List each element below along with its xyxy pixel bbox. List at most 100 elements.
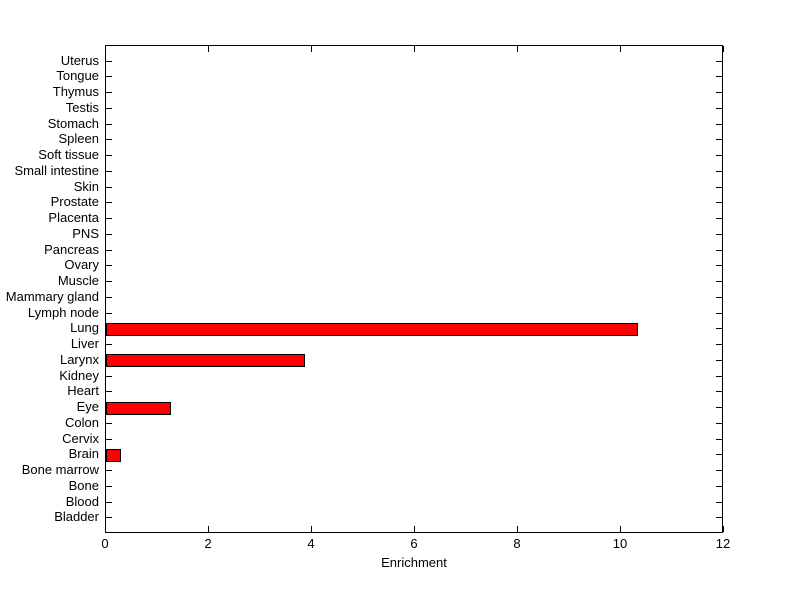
y-tick-label-brain: Brain [68, 446, 99, 462]
y-tick-right [716, 265, 722, 267]
y-tick-label-skin: Skin [73, 178, 99, 194]
x-tick-top [517, 46, 518, 52]
y-tick-left [106, 249, 112, 251]
y-tick-right [716, 375, 722, 377]
y-tick-label-placenta: Placenta [48, 210, 99, 226]
y-tick-label-prostate: Prostate [50, 194, 99, 210]
y-tick-right [716, 296, 722, 298]
y-tick-left [106, 296, 112, 298]
y-tick-left [106, 265, 112, 267]
y-tick-label-blood: Blood [65, 493, 99, 509]
y-tick-right [716, 155, 722, 157]
y-tick-right [716, 517, 722, 519]
y-tick-left [106, 233, 112, 235]
y-tick-label-bladder: Bladder [54, 509, 99, 525]
y-tick-label-heart: Heart [67, 383, 99, 399]
y-tick-label-small-intestine: Small intestine [14, 162, 99, 178]
x-tick-top [208, 46, 209, 52]
y-tick-left [106, 485, 112, 487]
bar-lung [106, 323, 638, 336]
y-tick-left [106, 470, 112, 472]
y-tick-left [106, 218, 112, 220]
y-tick-label-larynx: Larynx [59, 351, 99, 367]
bar-eye [106, 402, 171, 415]
x-tick-label-12: 12 [715, 536, 731, 551]
x-tick-label-6: 6 [410, 536, 418, 551]
y-tick-left [106, 170, 112, 172]
y-tick-label-ovary: Ovary [64, 257, 99, 273]
y-tick-label-cervix: Cervix [62, 430, 99, 446]
y-tick-right [716, 359, 722, 361]
y-tick-label-stomach: Stomach [47, 115, 99, 131]
y-tick-right [716, 438, 722, 440]
y-tick-label-pancreas: Pancreas [44, 241, 99, 257]
x-tick-bottom [517, 526, 518, 532]
y-tick-left [106, 202, 112, 204]
x-tick-top [723, 46, 724, 52]
y-tick-left [106, 60, 112, 62]
y-tick-label-testis: Testis [65, 99, 99, 115]
plot-area [105, 45, 724, 533]
x-tick-label-8: 8 [513, 536, 521, 551]
x-tick-bottom [620, 526, 621, 532]
y-tick-label-bone: Bone [68, 477, 99, 493]
x-tick-bottom [311, 526, 312, 532]
y-tick-label-muscle: Muscle [57, 273, 99, 289]
y-tick-right [716, 407, 722, 409]
y-tick-right [716, 218, 722, 220]
y-tick-left [106, 438, 112, 440]
y-tick-label-soft-tissue: Soft tissue [38, 147, 99, 163]
y-tick-label-pns: PNS [72, 225, 99, 241]
x-tick-label-2: 2 [204, 536, 212, 551]
y-tick-left [106, 76, 112, 78]
y-tick-right [716, 107, 722, 109]
x-tick-bottom [414, 526, 415, 532]
y-tick-label-bone-marrow: Bone marrow [21, 462, 99, 478]
y-tick-right [716, 92, 722, 94]
y-tick-label-lung: Lung [70, 320, 99, 336]
y-tick-right [716, 76, 722, 78]
y-tick-left [106, 155, 112, 157]
y-tick-right [716, 470, 722, 472]
y-tick-left [106, 312, 112, 314]
y-tick-label-eye: Eye [76, 399, 99, 415]
x-axis-title: Enrichment [381, 555, 447, 570]
y-tick-right [716, 60, 722, 62]
y-tick-right [716, 312, 722, 314]
y-tick-left [106, 281, 112, 283]
x-tick-bottom [208, 526, 209, 532]
y-tick-label-tongue: Tongue [56, 68, 99, 84]
y-tick-left [106, 123, 112, 125]
y-tick-left [106, 391, 112, 393]
y-tick-right [716, 391, 722, 393]
y-tick-left [106, 139, 112, 141]
y-tick-right [716, 501, 722, 503]
y-tick-right [716, 328, 722, 330]
y-tick-right [716, 422, 722, 424]
y-axis-labels: Uterus Tongue Thymus Testis Stomach Spleen Sof… [0, 45, 99, 533]
x-tick-label-0: 0 [101, 536, 109, 551]
y-tick-label-uterus: Uterus [60, 52, 99, 68]
y-tick-left [106, 92, 112, 94]
x-tick-label-10: 10 [612, 536, 628, 551]
y-tick-right [716, 170, 722, 172]
y-tick-right [716, 233, 722, 235]
y-tick-left [106, 517, 112, 519]
y-tick-left [106, 107, 112, 109]
y-tick-left [106, 422, 112, 424]
x-tick-top [311, 46, 312, 52]
x-tick-top [620, 46, 621, 52]
bar-brain [106, 449, 121, 462]
x-axis-labels: 0 2 4 6 8 10 12 [101, 536, 730, 552]
y-tick-label-kidney: Kidney [59, 367, 99, 383]
y-tick-left [106, 344, 112, 346]
x-tick-top [414, 46, 415, 52]
y-tick-right [716, 344, 722, 346]
y-tick-label-colon: Colon [65, 414, 99, 430]
y-tick-label-spleen: Spleen [58, 131, 99, 147]
y-tick-right [716, 281, 722, 283]
y-tick-left [106, 375, 112, 377]
y-tick-label-lymph-node: Lymph node [27, 304, 99, 320]
y-tick-right [716, 123, 722, 125]
